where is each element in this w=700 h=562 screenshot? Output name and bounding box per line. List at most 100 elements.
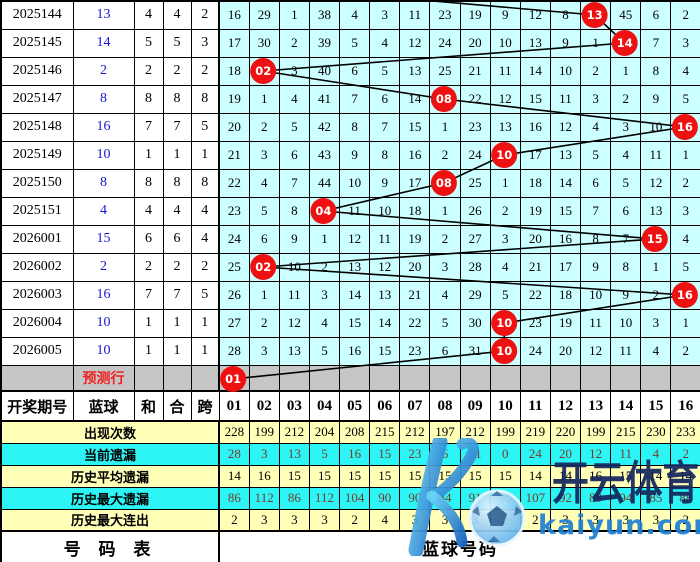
miss-count-cell: 3 bbox=[489, 224, 521, 254]
miss-count-cell: 16 bbox=[338, 336, 371, 366]
stat-row: 历史最大连出 2 3 3 3 2 4 3 3 3 2 2 3 3 3 3 2 bbox=[0, 508, 700, 532]
span-cell: 1 bbox=[190, 308, 220, 338]
span-cell: 5 bbox=[190, 280, 220, 310]
stat-value-cell: 2 bbox=[338, 508, 371, 532]
stat-value-cell: 14 bbox=[519, 464, 551, 488]
table-row: 2025147 8 8 8 8 19 1 4 41 7 6 14 22 12 15 11 3 2 9 5 bbox=[0, 84, 700, 114]
stat-value-cell: 16 bbox=[579, 464, 612, 488]
miss-count-cell: 8 bbox=[640, 56, 672, 86]
miss-count-cell: 28 bbox=[217, 336, 250, 366]
miss-count-cell: 9 bbox=[549, 28, 582, 58]
miss-count-cell: 1 bbox=[640, 252, 672, 282]
miss-count-cell: 24 bbox=[519, 336, 551, 366]
miss-count-cell: 10 bbox=[489, 28, 521, 58]
miss-count-cell: 9 bbox=[369, 168, 401, 198]
prediction-grid-cell bbox=[670, 364, 700, 392]
ball-number-header: 09 bbox=[459, 390, 491, 422]
stat-value-cell: 28 bbox=[217, 442, 250, 466]
period-cell: 2026001 bbox=[0, 224, 74, 254]
stat-value-cell: 112 bbox=[248, 486, 280, 510]
stat-value-cell: 15 bbox=[610, 464, 642, 488]
miss-count-cell: 45 bbox=[610, 0, 642, 30]
period-cell: 2025145 bbox=[0, 28, 74, 58]
miss-count-cell: 25 bbox=[429, 56, 461, 86]
miss-count-cell: 3 bbox=[248, 140, 280, 170]
stat-row: 历史最大遗漏 86 112 86 112 104 90 90 84 91 90 107 92 89 94 85… bbox=[0, 486, 700, 510]
blue-value-cell: 10 bbox=[72, 336, 135, 366]
miss-count-cell: 17 bbox=[549, 252, 582, 282]
miss-count-cell: 20 bbox=[519, 224, 551, 254]
miss-count-cell: 7 bbox=[278, 168, 310, 198]
ball-number-header: 05 bbox=[338, 390, 371, 422]
miss-count-cell: 2 bbox=[489, 196, 521, 226]
column-header-row: 开奖期号 蓝球 和 合 跨 01 02 03 04 05 06 07 08 09 10 11 12 13 1… bbox=[0, 390, 700, 422]
miss-count-cell: 30 bbox=[248, 28, 280, 58]
combo-cell: 2 bbox=[162, 252, 192, 282]
stat-value-cell: 24 bbox=[519, 442, 551, 466]
miss-count-cell: 12 bbox=[489, 84, 521, 114]
span-cell: 4 bbox=[190, 196, 220, 226]
miss-count-cell: 12 bbox=[579, 336, 612, 366]
stat-value-cell: 90 bbox=[369, 486, 401, 510]
miss-count-cell: 1 bbox=[429, 112, 461, 142]
miss-count-cell: 5 bbox=[248, 196, 280, 226]
stat-value-cell: 3 bbox=[278, 508, 310, 532]
blue-value-cell: 2 bbox=[72, 252, 135, 282]
miss-count-cell: 4 bbox=[640, 336, 672, 366]
miss-count-cell: 6 bbox=[610, 196, 642, 226]
miss-count-cell: 27 bbox=[217, 308, 250, 338]
sum-cell: 5 bbox=[133, 28, 164, 58]
miss-count-cell: 11 bbox=[610, 336, 642, 366]
miss-count-cell: 3 bbox=[640, 308, 672, 338]
stat-value-cell: 4 bbox=[640, 442, 672, 466]
prediction-grid-cell bbox=[217, 364, 250, 392]
period-cell: 2026003 bbox=[0, 280, 74, 310]
miss-count-cell: 26 bbox=[217, 280, 250, 310]
miss-count-cell: 31 bbox=[459, 336, 491, 366]
stat-value-cell: 199 bbox=[489, 420, 521, 444]
miss-count-cell: 14 bbox=[338, 280, 371, 310]
miss-count-cell: 3 bbox=[369, 0, 401, 30]
table-row: 2025151 4 4 4 4 23 5 8 11 10 18 1 26 2 19 15 7 6 13 3 bbox=[0, 196, 700, 226]
span-cell: 1 bbox=[190, 140, 220, 170]
table-row: 2025146 2 2 2 2 18 3 40 6 5 13 25 21 11 14 10 2 1 8 4 bbox=[0, 56, 700, 86]
footer-row: 号 码 表 蓝球号码 bbox=[0, 530, 700, 562]
ball-cell bbox=[429, 84, 461, 114]
sum-cell: 1 bbox=[133, 336, 164, 366]
miss-count-cell: 15 bbox=[549, 196, 582, 226]
miss-count-cell: 16 bbox=[217, 0, 250, 30]
miss-count-cell: 13 bbox=[489, 112, 521, 142]
miss-count-cell: 7 bbox=[610, 224, 642, 254]
miss-count-cell: 11 bbox=[338, 196, 371, 226]
miss-count-cell: 8 bbox=[579, 224, 612, 254]
miss-count-cell: 1 bbox=[489, 168, 521, 198]
prediction-grid-cell bbox=[519, 364, 551, 392]
blue-value-cell: 8 bbox=[72, 84, 135, 114]
miss-count-cell: 19 bbox=[549, 308, 582, 338]
stat-value-cell: 112 bbox=[308, 486, 341, 510]
miss-count-cell: 44 bbox=[308, 168, 341, 198]
miss-count-cell: 3 bbox=[278, 56, 310, 86]
footer-right-label: 蓝球号码 bbox=[218, 530, 700, 562]
stat-value-cell: 20 bbox=[549, 442, 582, 466]
miss-count-cell: 3 bbox=[308, 280, 341, 310]
table-row: 2025144 13 4 4 2 16 29 1 38 4 3 11 23 19 9 12 8 45 6 2 bbox=[0, 0, 700, 30]
sum-cell: 2 bbox=[133, 252, 164, 282]
prediction-grid-cell bbox=[610, 364, 642, 392]
miss-count-cell: 25 bbox=[217, 252, 250, 282]
miss-count-cell: 12 bbox=[278, 308, 310, 338]
stat-value-cell: 5 bbox=[308, 442, 341, 466]
stat-value-cell: 92 bbox=[549, 486, 582, 510]
miss-count-cell: 1 bbox=[579, 28, 612, 58]
miss-count-cell: 1 bbox=[610, 56, 642, 86]
stat-value-cell: 3 bbox=[610, 508, 642, 532]
stat-value-cell: 208 bbox=[338, 420, 371, 444]
blue-value-cell: 10 bbox=[72, 308, 135, 338]
stat-value-cell: 197 bbox=[429, 420, 461, 444]
ball-number-header: 13 bbox=[579, 390, 612, 422]
stat-row: 出现次数 228 199 212 204 208 215 212 197 212 199 219 220… bbox=[0, 420, 700, 444]
miss-count-cell: 23 bbox=[459, 112, 491, 142]
combo-cell: 1 bbox=[162, 308, 192, 338]
miss-count-cell: 23 bbox=[399, 336, 431, 366]
miss-count-cell: 11 bbox=[489, 56, 521, 86]
